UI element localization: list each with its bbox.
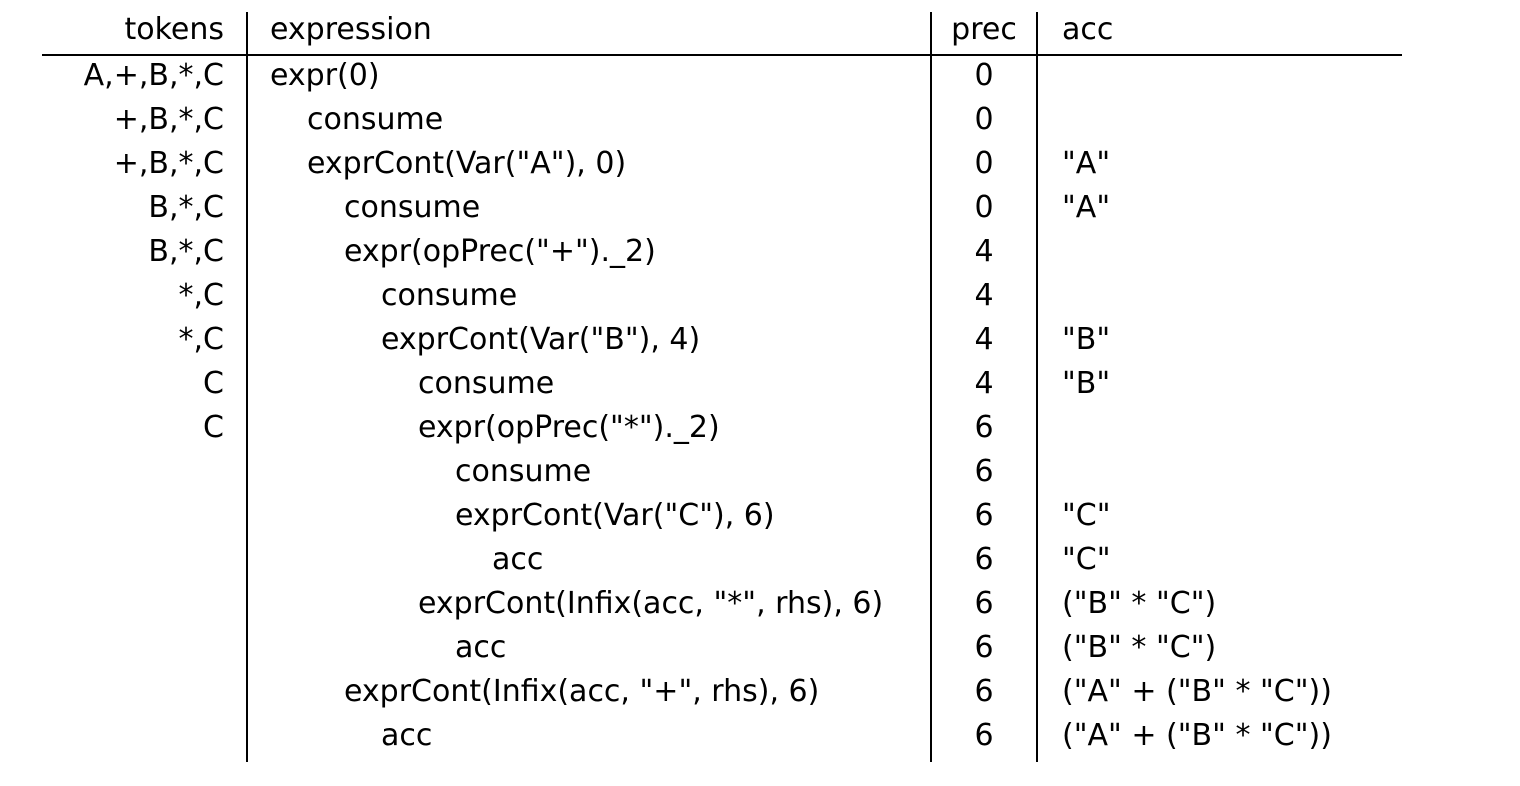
cell-expression: consume [381, 278, 518, 313]
cell-prec: 6 [974, 586, 994, 621]
parse-trace-table: tokens expression prec acc A,+,B,*,C expr… [42, 8, 1402, 764]
cell-acc [1062, 54, 1402, 98]
cell-expression: exprCont(Infix(acc, "*", rhs), 6) [418, 586, 884, 621]
cell-tokens: +,B,*,C [113, 102, 224, 137]
cell-acc: "C" [1062, 542, 1111, 577]
cell-tokens: +,B,*,C [113, 146, 224, 181]
cell-expression: consume [455, 454, 592, 489]
header-prec: prec [951, 12, 1017, 47]
cell-expression: consume [418, 366, 555, 401]
cell-prec: 6 [974, 498, 994, 533]
cell-prec: 6 [974, 718, 994, 753]
cell-tokens: *,C [178, 278, 224, 313]
cell-prec: 0 [974, 58, 994, 93]
cell-acc: "B" [1062, 366, 1111, 401]
cell-expression: exprCont(Var("A"), 0) [307, 146, 627, 181]
cell-expression: acc [381, 718, 433, 753]
cell-acc: ("A" + ("B" * "C")) [1062, 718, 1332, 753]
cell-prec: 6 [974, 542, 994, 577]
header-tokens: tokens [124, 12, 224, 47]
cell-tokens [42, 538, 224, 582]
header-acc: acc [1062, 12, 1114, 47]
cell-tokens: B,*,C [148, 234, 224, 269]
cell-tokens: B,*,C [148, 190, 224, 225]
cell-expression: acc [492, 542, 544, 577]
cell-tokens [42, 670, 224, 714]
cell-prec: 6 [974, 410, 994, 445]
cell-expression: consume [307, 102, 444, 137]
cell-expression: expr(opPrec("*")._2) [418, 410, 720, 445]
cell-expression: exprCont(Var("B"), 4) [381, 322, 701, 357]
cell-tokens [42, 626, 224, 670]
cell-acc: "B" [1062, 322, 1111, 357]
cell-prec: 4 [974, 366, 994, 401]
header-rule [42, 54, 1402, 56]
column-divider-expression [930, 12, 932, 762]
cell-prec: 4 [974, 234, 994, 269]
cell-acc [1062, 406, 1402, 450]
cell-tokens: C [203, 366, 224, 401]
cell-prec: 6 [974, 630, 994, 665]
cell-tokens: *,C [178, 322, 224, 357]
cell-prec: 0 [974, 102, 994, 137]
cell-prec: 6 [974, 454, 994, 489]
cell-tokens [42, 714, 224, 758]
cell-prec: 0 [974, 190, 994, 225]
cell-tokens: C [203, 410, 224, 445]
cell-expression: expr(0) [270, 58, 380, 93]
cell-tokens [42, 494, 224, 538]
cell-expression: consume [344, 190, 481, 225]
cell-tokens: A,+,B,*,C [83, 58, 224, 93]
cell-expression: expr(opPrec("+")._2) [344, 234, 656, 269]
cell-acc [1062, 274, 1402, 318]
cell-tokens [42, 582, 224, 626]
column-divider-prec [1036, 12, 1038, 762]
cell-acc: "A" [1062, 190, 1111, 225]
cell-expression: acc [455, 630, 507, 665]
cell-acc [1062, 450, 1402, 494]
column-divider-tokens [246, 12, 248, 762]
cell-prec: 4 [974, 322, 994, 357]
cell-prec: 6 [974, 674, 994, 709]
cell-acc: ("A" + ("B" * "C")) [1062, 674, 1332, 709]
cell-acc: ("B" * "C") [1062, 630, 1217, 665]
cell-expression: exprCont(Var("C"), 6) [455, 498, 775, 533]
cell-acc: "A" [1062, 146, 1111, 181]
cell-prec: 4 [974, 278, 994, 313]
cell-acc: ("B" * "C") [1062, 586, 1217, 621]
cell-expression: exprCont(Infix(acc, "+", rhs), 6) [344, 674, 820, 709]
cell-tokens [42, 450, 224, 494]
cell-acc: "C" [1062, 498, 1111, 533]
header-expression: expression [270, 12, 432, 47]
cell-prec: 0 [974, 146, 994, 181]
cell-acc [1062, 230, 1402, 274]
cell-acc [1062, 98, 1402, 142]
